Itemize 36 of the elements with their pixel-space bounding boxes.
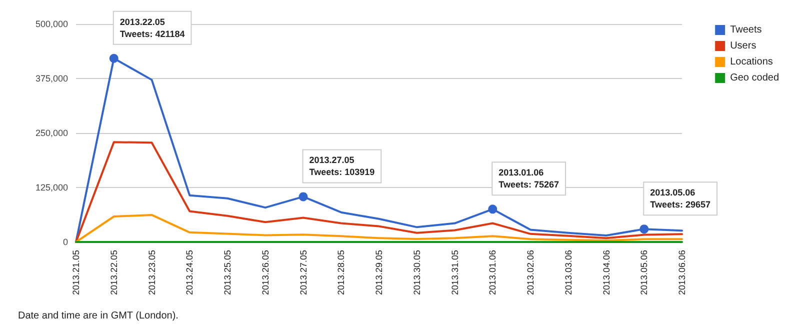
annotation: 2013.27.05 Tweets: 103919 <box>309 155 375 178</box>
x-tick-label: 2013.01.06 <box>488 250 498 296</box>
x-tick-label: 2013.23.05 <box>146 250 157 296</box>
y-tick-label: 375,000 <box>35 74 68 84</box>
annotation: 2013.01.06 Tweets: 75267 <box>498 168 559 190</box>
point <box>109 54 118 63</box>
point <box>640 224 649 234</box>
x-tick-label: 2013.24.05 <box>184 250 195 296</box>
x-tick-label: 2013.28.05 <box>336 250 346 296</box>
text: Date and time are in GMT (London). <box>18 310 178 322</box>
x-tick-label: 2013.31.05 <box>450 250 460 296</box>
x-tick-label: 2013.21.05 <box>71 250 81 296</box>
point <box>298 192 308 202</box>
y-tick-label: 250,000 <box>35 128 68 138</box>
x-tick-label: 2013.25.05 <box>222 250 232 296</box>
x-tick-label: 2013.05.06 <box>639 250 650 296</box>
x-tick-label: 2013.04.06 <box>601 250 612 296</box>
x-tick-label: 2013.03.06 <box>563 250 574 296</box>
annotation: 2013.22.05 Tweets: 421184 <box>120 16 185 39</box>
y-tick-label: 0 <box>62 237 68 247</box>
x-tick-label: 2013.02.06 <box>526 250 536 296</box>
line-series <box>75 214 683 243</box>
legend-label: Users <box>730 40 756 52</box>
legend-label: Locations <box>730 56 773 68</box>
annotation: 2013.05.06 Tweets: 29657 <box>650 188 710 210</box>
y-tick-label: 500,000 <box>35 19 68 29</box>
x-tick-label: 2013.30.05 <box>412 250 422 296</box>
legend-label: Tweets <box>730 24 762 36</box>
legend-label: Geo coded <box>730 72 780 84</box>
x-tick-label: 2013.22.05 <box>108 250 119 296</box>
y-tick-label: 125,000 <box>35 182 68 192</box>
x-tick-label: 2013.27.05 <box>298 250 308 296</box>
x-tick-label: 2013.29.05 <box>374 250 384 296</box>
point <box>488 204 498 214</box>
x-tick-label: 2013.06.06 <box>677 250 687 296</box>
x-tick-label: 2013.26.05 <box>260 250 270 296</box>
